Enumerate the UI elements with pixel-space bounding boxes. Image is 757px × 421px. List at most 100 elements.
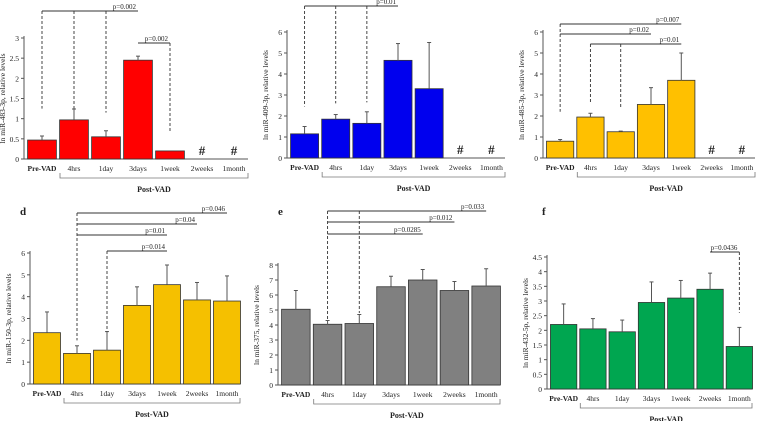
- bar-2weeks: [696, 288, 724, 390]
- bar-2weeks: [439, 290, 470, 386]
- bar-4hrs: [63, 353, 91, 385]
- group-label: Post-VAD: [649, 184, 683, 193]
- bar-1week: [667, 297, 695, 390]
- x-tick-label: 1day: [100, 389, 115, 398]
- bar-4hrs: [579, 328, 607, 390]
- x-tick-label: 1day: [99, 164, 114, 173]
- missing-marker: #: [199, 143, 206, 158]
- y-tick-label: 2: [534, 112, 538, 121]
- bar-pre-vad: [281, 308, 311, 386]
- y-tick-label: 2: [269, 351, 273, 360]
- y-tick-label: 5: [269, 306, 273, 315]
- y-tick-label: 1: [21, 358, 25, 367]
- bar-1week: [408, 279, 438, 386]
- x-tick-label: 1month: [730, 163, 753, 172]
- x-tick-label: 4hrs: [329, 163, 342, 172]
- y-tick-label: 2: [21, 336, 25, 345]
- x-tick-label: Pre-VAD: [28, 164, 57, 173]
- y-tick-label: 4: [278, 70, 282, 79]
- y-tick-label: 0: [21, 380, 25, 389]
- x-tick-label: 1week: [671, 163, 691, 172]
- y-axis-label: ln miR-432-5p, relative levels: [521, 278, 530, 368]
- y-tick-label: 1: [269, 366, 273, 375]
- x-tick-label: 4hrs: [584, 163, 597, 172]
- x-tick-label: 4hrs: [71, 389, 84, 398]
- x-tick-label: 4hrs: [586, 394, 599, 403]
- y-tick-label: 0: [534, 154, 538, 163]
- p-value-label: p=0.007: [656, 16, 680, 24]
- x-tick-label: 1day: [352, 390, 367, 399]
- x-tick-label: Pre-VAD: [281, 390, 310, 399]
- group-label: Post-VAD: [135, 410, 169, 419]
- x-tick-label: 1month: [480, 163, 503, 172]
- x-tick-label: 1day: [613, 163, 628, 172]
- y-tick-label: 0: [538, 385, 542, 394]
- bar-1day: [352, 122, 382, 159]
- missing-marker: #: [708, 142, 715, 157]
- chart-panel-4: d 0 1 2 3 4 5 6 ln miR-150-3p, relative levels Pr…: [4, 205, 241, 419]
- y-tick-label: 2.5: [533, 312, 543, 321]
- chart-panel-6: f 0 0.5 1 1.5 2 2.5 3 3.5 4 4.5 ln miR-432-5p, rela…: [521, 206, 753, 421]
- bar-4hrs: [576, 116, 605, 159]
- p-value-label: p=0.0285: [394, 226, 421, 234]
- bar-1month: [213, 300, 241, 385]
- p-value-label: p=0.014: [142, 243, 166, 251]
- y-tick-label: 3: [278, 91, 282, 100]
- bar-2weeks: [183, 299, 211, 385]
- p-value-label: p=0.002: [113, 3, 137, 11]
- y-tick-label: 6: [278, 28, 282, 37]
- x-tick-label: 3days: [643, 394, 661, 403]
- y-tick-label: 2.5: [10, 54, 20, 63]
- p-value-label: p=0.0436: [711, 244, 738, 252]
- x-tick-label: 3days: [128, 389, 146, 398]
- y-tick-label: 1.5: [533, 341, 543, 350]
- bar-1week: [155, 150, 185, 160]
- p-value-label: p=0.002: [145, 35, 169, 43]
- x-tick-label: 2weeks: [443, 390, 466, 399]
- group-bracket: [579, 403, 753, 409]
- x-tick-label: 1week: [419, 163, 439, 172]
- chart-panel-2: 0 1 2 3 4 5 6 ln miR-409-3p, relative levels Pre…: [261, 0, 506, 193]
- group-bracket: [59, 173, 249, 179]
- missing-marker: #: [457, 142, 464, 157]
- group-bracket: [313, 399, 501, 405]
- missing-marker: #: [488, 142, 495, 157]
- x-tick-label: 1week: [157, 389, 177, 398]
- missing-marker: #: [231, 143, 238, 158]
- y-tick-label: 3.5: [533, 282, 543, 291]
- y-tick-label: 1: [534, 133, 538, 142]
- x-tick-label: 1month: [728, 394, 751, 403]
- x-tick-label: Pre-VAD: [33, 389, 62, 398]
- x-tick-label: 1week: [160, 164, 180, 173]
- x-tick-label: 3days: [642, 163, 660, 172]
- panel-label: e: [278, 206, 283, 218]
- group-label: Post-VAD: [649, 415, 683, 421]
- group-bracket: [63, 398, 241, 404]
- bar-3days: [123, 59, 153, 160]
- bar-3days: [376, 286, 406, 386]
- x-tick-label: 4hrs: [321, 390, 334, 399]
- y-axis-label: ln miR-409-3p, relative levels: [261, 50, 270, 140]
- x-tick-label: 2weeks: [449, 163, 472, 172]
- y-tick-label: 2: [538, 326, 542, 335]
- chart-panel-5: e 0 1 2 3 4 5 6 7 8 ln miR-375, relative levels Pre…: [252, 203, 501, 420]
- chart-panel-1: 0 0.5 1 1.5 2 2.5 3 ln miR-483-3p, relative lev…: [0, 3, 249, 194]
- p-value-label: p=0.046: [202, 205, 226, 213]
- bar-1week: [667, 79, 696, 159]
- x-tick-label: 1month: [475, 390, 498, 399]
- y-axis-label: ln miR-483-3p, relative levels: [0, 53, 7, 143]
- bar-pre-vad: [33, 332, 61, 385]
- missing-marker: #: [739, 142, 746, 157]
- y-tick-label: 0: [278, 154, 282, 163]
- group-label: Post-VAD: [390, 411, 424, 420]
- p-value-label: p=0.04: [175, 216, 195, 224]
- bar-1week: [414, 88, 444, 159]
- bar-1day: [344, 323, 374, 386]
- bar-3days: [636, 104, 666, 159]
- group-bracket: [576, 172, 756, 178]
- chart-panel-3: 0 1 2 3 4 5 6 ln miR-485-3p, relative levels Pre…: [517, 16, 756, 193]
- y-tick-label: 6: [534, 28, 538, 37]
- y-tick-label: 4: [534, 70, 538, 79]
